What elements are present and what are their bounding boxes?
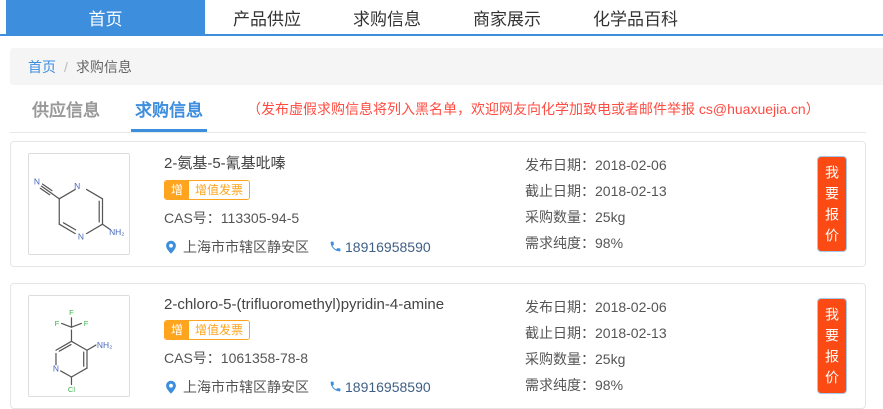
quantity-value: 25kg [595,351,626,367]
cas-number-row: CAS号：1061358-78-8 [164,348,496,368]
quantity-value: 25kg [595,209,626,225]
location-text: 上海市市辖区静安区 [183,378,309,395]
quantity-label: 采购数量： [525,209,595,225]
phone-wrap: 18916958590 [329,239,431,255]
svg-text:F: F [69,308,74,317]
deadline-label: 截止日期： [525,183,595,199]
deadline-label: 截止日期： [525,325,595,341]
tab-purchase-info[interactable]: 求购信息 [131,85,207,132]
purity-label: 需求纯度： [525,377,595,393]
cas-label: CAS号： [164,349,221,366]
quantity-row: 采购数量：25kg [525,204,793,230]
publish-date-label: 发布日期： [525,299,595,315]
cas-value: 1061358-78-8 [220,349,308,366]
purity-value: 98% [595,235,624,251]
location-text: 上海市市辖区静安区 [183,238,309,255]
vat-badge-short: 增 [165,320,190,339]
product-name-link[interactable]: 2-chloro-5-(trifluoromethyl)pyridin-4-am… [164,295,445,313]
purity-row: 需求纯度：98% [525,372,793,398]
listing-details: 2-chloro-5-(trifluoromethyl)pyridin-4-am… [164,296,496,397]
molecule-thumbnail[interactable]: N N N NH₂ [28,153,130,255]
2-amino-5-cyanopyrazine-structure-icon: N N N NH₂ [34,176,125,242]
phone-number[interactable]: 18916958590 [345,378,431,395]
contact-row: 上海市市辖区静安区 18916958590 [164,377,496,397]
nav-tab-product-supply[interactable]: 产品供应 [233,9,301,29]
listing-meta: 发布日期：2018-02-06 截止日期：2018-02-13 采购数量：25k… [525,294,793,398]
nav-tab-merchant-display[interactable]: 商家展示 [473,9,541,29]
listing-card: F F F N NH₂ Cl 2-chl [10,283,866,409]
svg-text:NH₂: NH₂ [97,340,113,350]
breadcrumb-current: 求购信息 [75,58,132,75]
publish-date-row: 发布日期：2018-02-06 [525,294,793,320]
quantity-row: 采购数量：25kg [525,346,793,372]
contact-row: 上海市市辖区静安区 18916958590 [164,237,496,257]
filter-tabs-row: 供应信息 求购信息 （发布虚假求购信息将列入黑名单，欢迎网友向化学加致电或者邮件… [10,85,866,133]
deadline-row: 截止日期：2018-02-13 [525,320,793,346]
breadcrumb-home-link[interactable]: 首页 [28,58,56,75]
quote-button[interactable]: 我要报价 [817,156,847,252]
location-pin-icon [166,240,176,254]
location-pin-icon [166,380,176,394]
publish-date-row: 发布日期：2018-02-06 [525,152,793,178]
publish-date-value: 2018-02-06 [595,299,667,315]
nav-tab-chemical-encyclopedia[interactable]: 化学品百科 [593,9,678,29]
svg-text:N: N [74,181,80,191]
phone-number[interactable]: 18916958590 [345,238,431,255]
vat-badge-short: 增 [165,180,190,199]
deadline-row: 截止日期：2018-02-13 [525,178,793,204]
nav-items: 产品供应 求购信息 商家展示 化学品百科 [233,0,678,34]
svg-text:Cl: Cl [68,385,75,393]
product-name-link[interactable]: 2-氨基-5-氰基吡嗪 [164,154,286,172]
listing-details: 2-氨基-5-氰基吡嗪 增 增值发票 CAS号：113305-94-5 上海市市… [164,152,496,257]
cas-number-row: CAS号：113305-94-5 [164,208,496,228]
listing-meta: 发布日期：2018-02-06 截止日期：2018-02-13 采购数量：25k… [525,152,793,256]
purity-row: 需求纯度：98% [525,230,793,256]
vat-invoice-badge: 增 增值发票 [164,319,251,340]
tab-supply-info[interactable]: 供应信息 [32,101,100,120]
deadline-value: 2018-02-13 [595,325,667,341]
nav-tab-purchase-info[interactable]: 求购信息 [353,9,421,29]
breadcrumb-separator: / [64,58,68,75]
vat-invoice-badge: 增 增值发票 [164,179,251,200]
svg-text:F: F [55,319,60,328]
listing-card: N N N NH₂ 2-氨基-5-氰基吡嗪 增 增值发票 CAS号：113305… [10,141,866,267]
vat-badge-label: 增值发票 [189,320,250,339]
svg-text:F: F [84,319,89,328]
svg-text:N: N [78,232,84,242]
breadcrumb: 首页 / 求购信息 [10,48,883,85]
svg-text:N: N [53,363,59,373]
fraud-warning-notice: （发布虚假求购信息将列入黑名单，欢迎网友向化学加致电或者邮件举报 cs@huax… [247,100,820,117]
purity-label: 需求纯度： [525,235,595,251]
2-chloro-5-trifluoromethyl-pyridin-4-amine-structure-icon: F F F N NH₂ Cl [53,308,113,393]
top-navigation: 首页 产品供应 求购信息 商家展示 化学品百科 [0,0,883,36]
cas-label: CAS号： [164,209,221,226]
cas-value: 113305-94-5 [220,209,300,226]
publish-date-value: 2018-02-06 [595,157,667,173]
publish-date-label: 发布日期： [525,157,595,173]
phone-wrap: 18916958590 [329,379,431,395]
quantity-label: 采购数量： [525,351,595,367]
vat-badge-label: 增值发票 [189,180,250,199]
svg-text:NH₂: NH₂ [109,227,125,237]
svg-text:N: N [34,176,40,186]
deadline-value: 2018-02-13 [595,183,667,199]
phone-icon [330,381,341,392]
molecule-thumbnail[interactable]: F F F N NH₂ Cl [28,295,130,397]
main-content: 供应信息 求购信息 （发布虚假求购信息将列入黑名单，欢迎网友向化学加致电或者邮件… [10,85,866,409]
phone-icon [330,241,341,252]
purity-value: 98% [595,377,624,393]
nav-tab-home[interactable]: 首页 [6,0,205,34]
quote-button[interactable]: 我要报价 [817,298,847,394]
